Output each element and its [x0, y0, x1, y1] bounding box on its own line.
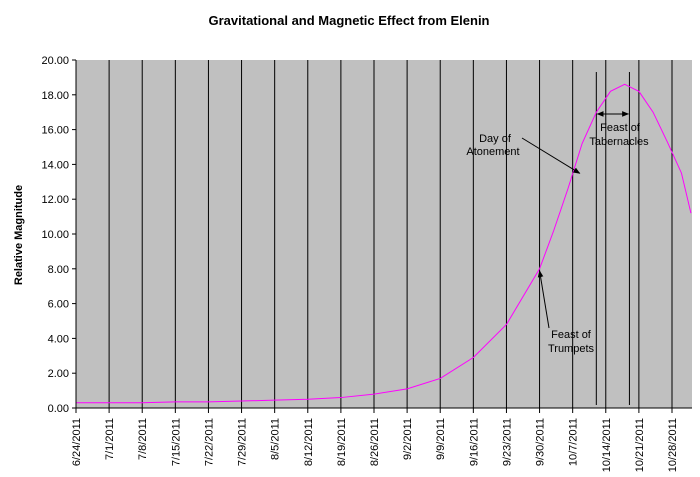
- x-tick-label: 7/15/2011: [170, 418, 182, 466]
- annotation-trumpets-line1: Feast of: [551, 329, 592, 341]
- x-tick-label: 10/14/2011: [601, 418, 613, 472]
- trumpets-arrow: [537, 270, 550, 329]
- x-tick-label: 7/1/2011: [104, 418, 116, 460]
- atonement-arrow: [521, 137, 581, 174]
- y-axis-label: Relative Magnitude: [13, 185, 25, 285]
- x-tick-label: 8/26/2011: [369, 418, 381, 466]
- y-tick-label: 6.00: [48, 299, 69, 311]
- x-tick-label: 7/22/2011: [203, 418, 215, 466]
- x-tick-label: 7/8/2011: [137, 418, 149, 460]
- x-tick-label: 9/16/2011: [468, 418, 480, 466]
- y-tick-label: 10.00: [41, 229, 69, 241]
- y-tick-label: 16.00: [41, 125, 69, 137]
- y-tick-label: 18.00: [41, 90, 69, 102]
- x-tick-label: 8/12/2011: [303, 418, 315, 466]
- x-tick-label: 9/23/2011: [501, 418, 513, 466]
- series-line: [76, 83, 692, 404]
- annotation-tabernacles-line2: Tabernacles: [589, 136, 649, 148]
- x-tick-label: 8/5/2011: [270, 418, 282, 460]
- x-tick-label: 6/24/2011: [71, 418, 83, 466]
- y-tick-label: 14.00: [41, 159, 69, 171]
- x-tick-label: 10/7/2011: [568, 418, 580, 466]
- annotation-atonement-line1: Day of: [479, 133, 512, 145]
- x-tick-label: 9/9/2011: [435, 418, 447, 460]
- y-tick-label: 4.00: [48, 333, 69, 345]
- x-tick-label: 10/28/2011: [667, 418, 679, 472]
- annotation-atonement-line2: Atonement: [466, 146, 519, 158]
- chart-title: Gravitational and Magnetic Effect from E…: [209, 13, 490, 28]
- x-tick-label: 10/21/2011: [634, 418, 646, 472]
- y-tick-label: 20.00: [41, 55, 69, 67]
- annotation-trumpets-line2: Trumpets: [548, 343, 595, 355]
- y-tick-label: 2.00: [48, 368, 69, 380]
- x-tick-label: 9/30/2011: [535, 418, 547, 466]
- y-tick-label: 12.00: [41, 194, 69, 206]
- x-tick-label: 7/29/2011: [237, 418, 249, 466]
- y-tick-label: 0.00: [48, 403, 69, 415]
- x-tick-label: 9/2/2011: [402, 418, 414, 460]
- annotation-tabernacles-line1: Feast of: [600, 122, 641, 134]
- y-tick-label: 8.00: [48, 264, 69, 276]
- plot-area: [76, 60, 692, 408]
- x-tick-label: 8/19/2011: [336, 418, 348, 466]
